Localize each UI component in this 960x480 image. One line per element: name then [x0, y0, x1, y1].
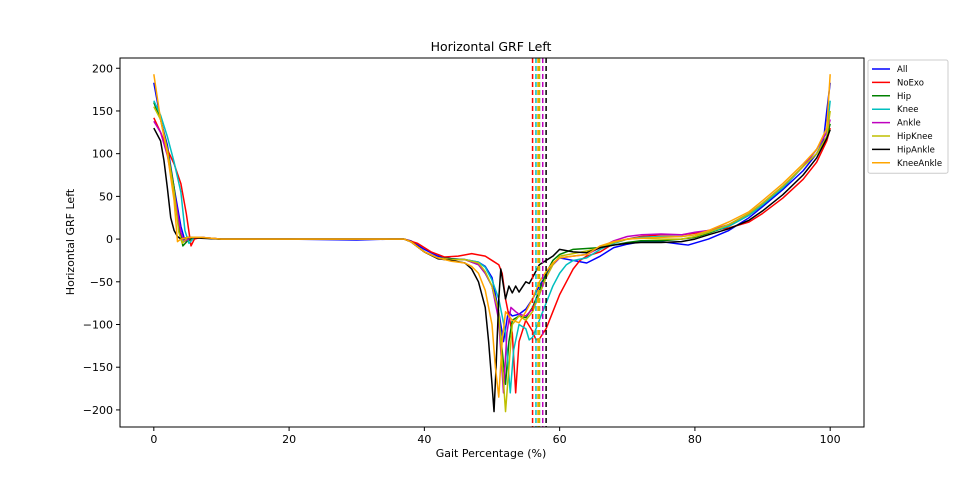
chart-title: Horizontal GRF Left — [431, 39, 552, 54]
y-tick-label: 200 — [92, 62, 113, 75]
legend-box — [867, 59, 949, 174]
y-tick-label: 100 — [92, 148, 113, 161]
x-axis: 0 20 40 60 80 100 — [150, 427, 841, 446]
y-tick-label: 50 — [99, 190, 113, 203]
y-tick-label: −100 — [83, 319, 113, 332]
x-tick-label: 0 — [150, 433, 157, 446]
x-tick-label: 80 — [688, 433, 702, 446]
legend-label-knee: Knee — [897, 105, 918, 115]
plot-content — [153, 74, 831, 413]
y-tick-label: −200 — [83, 404, 113, 417]
legend-label-ankle: Ankle — [897, 119, 921, 129]
x-tick-label: 20 — [282, 433, 296, 446]
legend-label-hipankle: HipAnkle — [897, 145, 935, 155]
y-tick-label: −50 — [90, 276, 113, 289]
legend-label-kneeankle: KneeAnkle — [897, 159, 942, 169]
series-line-noexo — [153, 117, 831, 394]
x-tick-label: 40 — [417, 433, 431, 446]
y-tick-label: 0 — [106, 233, 113, 246]
y-axis-title: Horizontal GRF Left — [64, 188, 77, 295]
legend: AllNoExoHipKneeAnkleHipKneeHipAnkleKneeA… — [867, 59, 949, 174]
threshold-lines — [531, 58, 547, 427]
series-line-hipknee — [153, 106, 831, 413]
series-line-hip — [153, 102, 831, 386]
x-tick-label: 100 — [820, 433, 841, 446]
y-axis: −200 −150 −100 −50 0 50 100 150 200 — [83, 62, 120, 417]
series-line-knee — [153, 100, 831, 394]
series-line-kneeankle — [153, 74, 831, 398]
y-tick-label: −150 — [83, 361, 113, 374]
y-tick-label: 150 — [92, 105, 113, 118]
x-axis-title: Gait Percentage (%) — [436, 447, 547, 460]
series-line-all — [153, 82, 831, 343]
x-tick-label: 60 — [553, 433, 567, 446]
legend-label-all: All — [897, 65, 908, 75]
plot-frame — [119, 57, 865, 428]
legend-label-noexo: NoExo — [897, 78, 924, 88]
series-line-ankle — [153, 119, 831, 394]
series-line-hipankle — [153, 127, 831, 413]
legend-label-hip: Hip — [897, 92, 911, 102]
legend-label-hipknee: HipKnee — [897, 132, 933, 142]
